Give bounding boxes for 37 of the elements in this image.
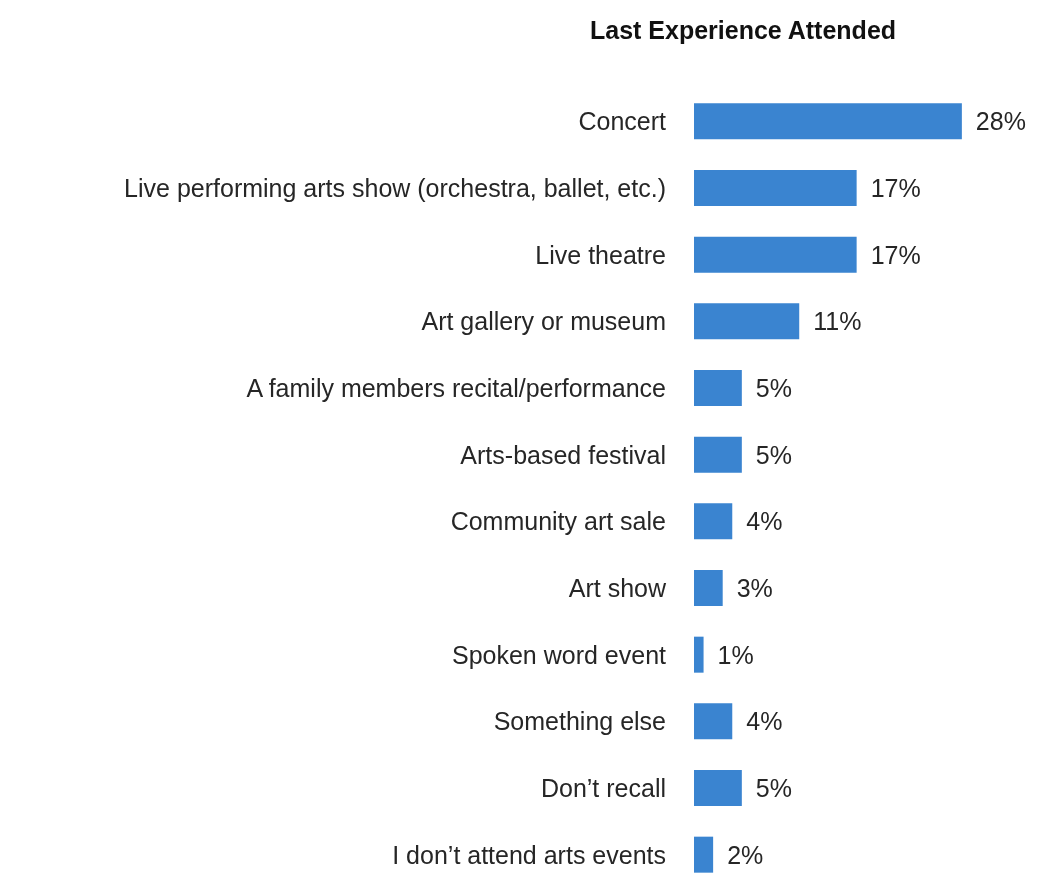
bar [694, 703, 733, 740]
y-tick-label: Community art sale [450, 507, 666, 536]
y-tick-label: Spoken word event [451, 640, 667, 669]
data-label: 2% [727, 840, 764, 869]
data-label: 17% [870, 174, 921, 202]
y-tick-label: Live theatre [535, 240, 666, 269]
bar [694, 303, 800, 340]
y-tick-label: Live performing arts show (orchestra, ballet, etc.) [124, 174, 666, 202]
data-label: 4% [746, 707, 783, 736]
data-label: 11% [813, 307, 862, 336]
y-tick-label: I don’t attend arts events [392, 840, 666, 869]
bar [694, 236, 857, 273]
bar [694, 436, 742, 473]
bar [694, 836, 714, 873]
bar [694, 170, 857, 206]
chart-title: Last Experience Attended [589, 15, 897, 44]
data-label: 3% [736, 574, 773, 602]
bar [694, 503, 733, 540]
bar [694, 770, 742, 806]
y-tick-label: Arts-based festival [460, 440, 666, 469]
bar [694, 570, 723, 606]
bar [694, 370, 742, 406]
bar [694, 636, 704, 673]
data-label: 17% [870, 240, 921, 269]
y-tick-label: Art gallery or museum [421, 307, 666, 336]
data-label: 28% [975, 107, 1026, 136]
data-label: 1% [717, 640, 754, 669]
data-label: 5% [755, 374, 792, 402]
y-tick-label: Don’t recall [540, 774, 666, 802]
data-label: 4% [746, 507, 783, 536]
y-tick-label: Art show [568, 574, 667, 602]
data-label: 5% [755, 774, 792, 802]
y-tick-label: A family members recital/performance [246, 374, 666, 402]
y-tick-label: Something else [493, 707, 666, 736]
data-label: 5% [755, 440, 792, 469]
bar [694, 103, 962, 140]
y-tick-label: Concert [578, 107, 667, 136]
